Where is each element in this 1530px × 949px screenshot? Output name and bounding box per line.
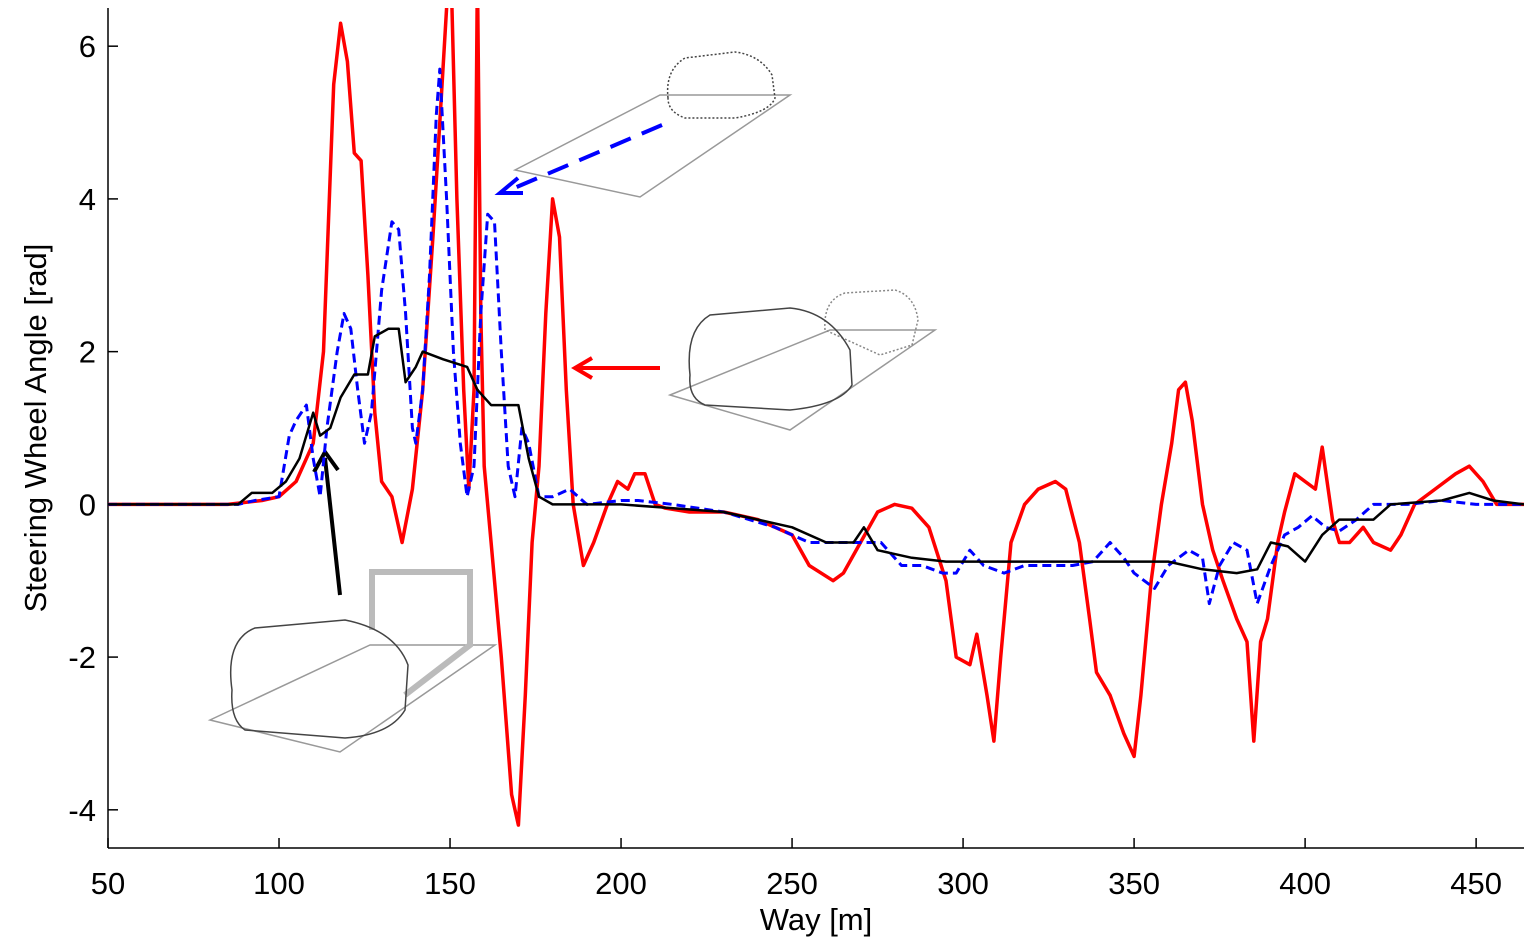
- car-sketch: [229, 619, 409, 739]
- x-tick-label: 350: [1108, 866, 1160, 901]
- series-line: [108, 327, 1524, 575]
- y-tick-label: -2: [68, 640, 96, 675]
- y-tick-label: 2: [79, 335, 96, 370]
- lane-sketch: [512, 94, 793, 198]
- x-tick-label: 400: [1279, 866, 1331, 901]
- y-axis-label: Steering Wheel Angle [rad]: [18, 244, 53, 613]
- arrow: [571, 356, 660, 380]
- y-tick-label: 4: [79, 182, 96, 217]
- arrow: [504, 123, 663, 194]
- illustrations: [207, 51, 938, 753]
- x-tick-label: 250: [766, 866, 818, 901]
- arrow: [312, 448, 342, 596]
- x-tick-label: 50: [91, 866, 125, 901]
- car-sketch: [824, 289, 919, 356]
- arrow-head: [494, 176, 523, 195]
- y-tick-label: -4: [68, 793, 96, 828]
- y-tick-label: 6: [79, 29, 96, 64]
- lane-sketch: [667, 329, 938, 431]
- x-tick-label: 450: [1450, 866, 1502, 901]
- x-tick-label: 300: [937, 866, 989, 901]
- x-tick-label: 200: [595, 866, 647, 901]
- x-tick-label: 100: [253, 866, 305, 901]
- y-tick-label: 0: [79, 487, 96, 522]
- garage-sketch: [369, 569, 473, 698]
- series-line: [108, 8, 1524, 827]
- series-line: [108, 67, 1524, 606]
- lane-sketch: [207, 644, 498, 753]
- x-tick-label: 150: [424, 866, 476, 901]
- x-axis-label: Way [m]: [760, 902, 873, 937]
- car-sketch: [666, 51, 776, 119]
- car-sketch: [688, 307, 853, 411]
- plot-area: [108, 8, 1524, 827]
